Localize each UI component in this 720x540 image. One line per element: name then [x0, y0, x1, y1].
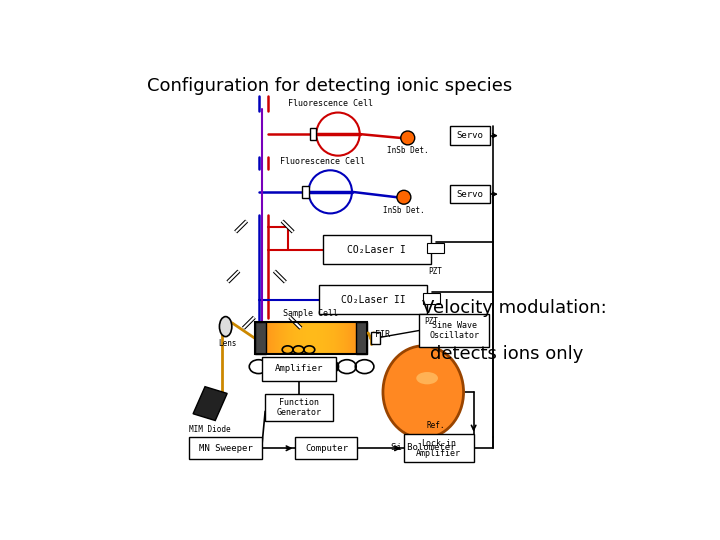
- Text: CO₂Laser II: CO₂Laser II: [341, 295, 405, 305]
- Text: Computer: Computer: [305, 444, 348, 453]
- Text: Ref.: Ref.: [426, 421, 445, 430]
- Text: Fluorescence Cell: Fluorescence Cell: [288, 99, 373, 108]
- Text: Servo: Servo: [456, 131, 483, 140]
- Text: Sample Cell: Sample Cell: [284, 309, 338, 318]
- Text: InSb Det.: InSb Det.: [383, 206, 425, 215]
- Text: FIR: FIR: [375, 330, 390, 339]
- Bar: [189, 437, 262, 459]
- Circle shape: [401, 131, 415, 145]
- Bar: [427, 242, 444, 253]
- Bar: [419, 314, 489, 347]
- Text: PZT: PZT: [424, 316, 438, 326]
- Text: PZT: PZT: [428, 267, 442, 275]
- Text: Lens: Lens: [218, 339, 236, 348]
- Text: Configuration for detecting ionic species: Configuration for detecting ionic specie…: [148, 77, 513, 95]
- Bar: [302, 186, 309, 198]
- Bar: [423, 293, 441, 303]
- Text: MIM Diode: MIM Diode: [189, 425, 231, 434]
- Ellipse shape: [220, 316, 232, 336]
- Text: Lock-in
Amplifier: Lock-in Amplifier: [416, 438, 462, 458]
- Circle shape: [309, 170, 352, 213]
- Bar: [310, 128, 316, 140]
- Text: Fluorescence Cell: Fluorescence Cell: [280, 157, 365, 166]
- Text: MN Sweeper: MN Sweeper: [199, 444, 253, 453]
- Bar: [449, 185, 490, 204]
- Text: CO₂Laser I: CO₂Laser I: [347, 245, 406, 254]
- Bar: [356, 322, 367, 354]
- Text: InSb Det.: InSb Det.: [387, 146, 428, 156]
- Text: Sine Wave
Oscillator: Sine Wave Oscillator: [429, 321, 480, 340]
- Text: Amplifier: Amplifier: [275, 364, 323, 374]
- Bar: [371, 332, 380, 345]
- Bar: [323, 235, 431, 264]
- Bar: [295, 437, 357, 459]
- Ellipse shape: [383, 346, 464, 438]
- Ellipse shape: [416, 372, 438, 384]
- Circle shape: [316, 112, 360, 156]
- Text: Velocity modulation:: Velocity modulation:: [422, 299, 607, 317]
- Text: Servo: Servo: [456, 190, 483, 199]
- Bar: [404, 434, 474, 462]
- Bar: [262, 356, 336, 381]
- Bar: [319, 285, 427, 314]
- Text: detects ions only: detects ions only: [431, 345, 584, 363]
- Text: Si Bolometer: Si Bolometer: [391, 443, 456, 452]
- Bar: [265, 394, 333, 421]
- Bar: [255, 322, 266, 354]
- Polygon shape: [193, 387, 228, 421]
- Circle shape: [397, 190, 411, 204]
- Bar: [449, 126, 490, 145]
- Text: Function
Generator: Function Generator: [276, 398, 322, 417]
- Bar: [255, 322, 367, 354]
